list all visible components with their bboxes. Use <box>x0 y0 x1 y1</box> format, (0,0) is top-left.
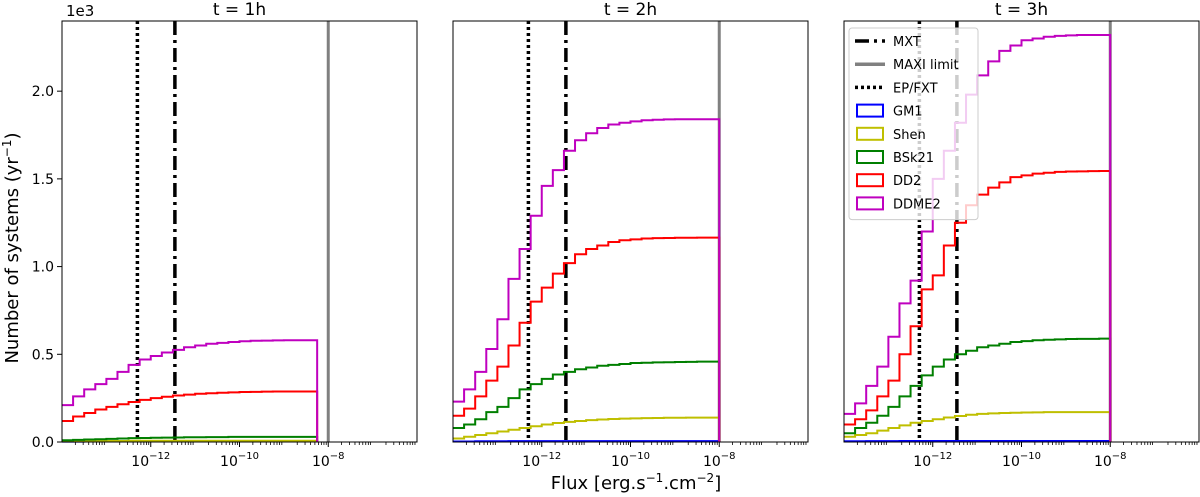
series-ddme2 <box>453 118 721 442</box>
x-tick-label: 10−8 <box>312 451 345 470</box>
legend-item-gm1: GM1 <box>856 103 923 120</box>
series-gm1 <box>453 440 721 443</box>
y-scale-multiplier: 1e3 <box>66 2 94 20</box>
chart-title: t = 3h <box>995 0 1048 20</box>
legend-swatch <box>856 196 884 211</box>
legend-item-ep-fxt: EP/FXT <box>855 81 938 96</box>
series-dd2 <box>453 236 721 442</box>
y-tick-label: 2.0 <box>32 84 54 100</box>
x-axis-label-exp1: −1 <box>646 471 664 485</box>
series-dd2 <box>62 390 319 442</box>
legend-swatch <box>856 103 884 118</box>
legend-item-mxt: MXT <box>855 35 921 50</box>
series-shen <box>62 439 319 443</box>
panels: t = 1h 10−12 10−10 10−8 0.0 0.5 1.0 1.5 2.0 t = 2… <box>32 0 1200 470</box>
legend-label: BSk21 <box>893 151 934 166</box>
chart-title: t = 1h <box>213 0 266 20</box>
series-gm1 <box>844 439 1112 443</box>
x-axis-label-mid: .cm <box>663 473 696 494</box>
legend-label: MAXI limit <box>893 58 959 73</box>
x-tick-label: 10−12 <box>522 451 561 470</box>
y-axis-label-main: Number of systems (yr <box>2 157 23 364</box>
series-bsk21 <box>844 337 1112 442</box>
panel-2: t = 2h 10−12 10−10 10−8 <box>452 0 809 470</box>
x-tick-label: 10−8 <box>1094 451 1127 470</box>
panel-3: t = 3h 10−12 10−10 10−8 <box>843 0 1200 470</box>
x-tick-label: 10−10 <box>1002 451 1041 470</box>
series-bsk21 <box>62 435 319 442</box>
legend: MXT MAXI limit EP/FXT GM1 Shen BSk21 DD2 DDME2 <box>848 27 979 221</box>
y-axis-label: Number of systems (yr−1) <box>0 132 23 363</box>
legend-label: GM1 <box>893 105 923 120</box>
x-axis-label-main: Flux [erg.s <box>551 473 646 494</box>
series-shen <box>844 411 1112 442</box>
svg-text:Flux [erg.s−1.cm−2]: Flux [erg.s−1.cm−2] <box>551 471 721 494</box>
x-tick-label: 10−12 <box>131 451 170 470</box>
x-tick-label: 10−8 <box>703 451 736 470</box>
legend-item-shen: Shen <box>856 126 926 143</box>
legend-item-dd2: DD2 <box>856 173 921 189</box>
x-axis-label-close: ] <box>714 473 721 494</box>
legend-label: EP/FXT <box>893 81 938 96</box>
y-tick-label: 1.0 <box>32 260 54 276</box>
legend-swatch <box>856 150 884 164</box>
series-bsk21 <box>453 360 721 442</box>
plot-frame <box>452 20 809 443</box>
legend-item-bsk21: BSk21 <box>856 150 934 166</box>
y-axis-label-close: ) <box>2 132 23 139</box>
series-ddme2 <box>62 339 319 442</box>
legend-item-maxi-limit: MAXI limit <box>855 58 959 73</box>
x-tick-label: 10−10 <box>220 451 259 470</box>
legend-label: DDME2 <box>893 197 941 212</box>
y-axis-label-exponent: −1 <box>0 139 14 157</box>
legend-swatch <box>856 173 884 188</box>
legend-box <box>848 27 979 221</box>
x-axis-label-exp2: −2 <box>696 471 714 485</box>
legend-label: DD2 <box>893 174 921 189</box>
x-axis-label: Flux [erg.s−1.cm−2] <box>551 471 721 494</box>
x-tick-label: 10−12 <box>913 451 952 470</box>
legend-item-ddme2: DDME2 <box>856 196 941 212</box>
x-tick-label: 10−10 <box>611 451 650 470</box>
y-tick-label: 1.5 <box>32 172 54 188</box>
legend-label: MXT <box>893 35 921 50</box>
y-tick-label: 0.0 <box>32 435 54 451</box>
series-shen <box>453 416 721 442</box>
legend-label: Shen <box>893 128 926 143</box>
svg-text:Number of systems (yr−1): Number of systems (yr−1) <box>0 132 23 363</box>
y-tick-label: 0.5 <box>32 347 54 363</box>
chart-title: t = 2h <box>604 0 657 20</box>
panel-1: t = 1h 10−12 10−10 10−8 0.0 0.5 1.0 1.5 2.0 <box>32 0 418 470</box>
legend-swatch <box>856 126 884 141</box>
